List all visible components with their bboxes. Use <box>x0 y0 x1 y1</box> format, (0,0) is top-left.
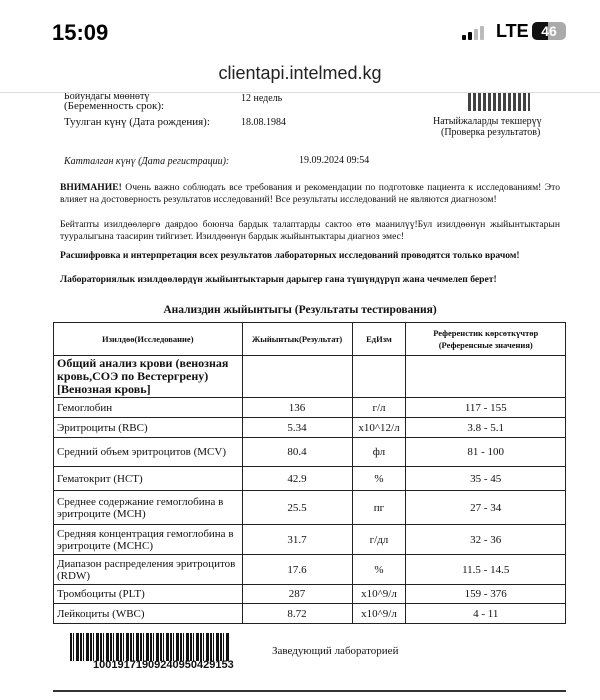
status-bar: 15:09 LTE 46 <box>0 0 600 62</box>
pregnancy-label-ky: Бойундагы мөөнөтү <box>64 93 150 102</box>
notice-ru-text: Очень важно соблюдать все требования и р… <box>60 182 560 205</box>
unit: % <box>351 554 407 585</box>
test-name: Гемоглобин <box>53 397 243 418</box>
unit: г/л <box>351 397 407 418</box>
test-name: Эритроциты (RBC) <box>53 417 243 438</box>
test-name: Тромбоциты (PLT) <box>53 584 243 604</box>
unit: фл <box>351 437 407 467</box>
pregnancy-value: 12 недель <box>241 93 283 104</box>
notice-ru: ВНИМАНИЕ! Очень важно соблюдать все треб… <box>60 182 560 206</box>
test-name: Средняя концентрация гемоглобина в эритр… <box>53 524 243 555</box>
col-reference: Референстик көрсөткүчтөр (Референсные зн… <box>405 322 566 356</box>
test-name: Среднее содержание гемоглобина в эритроц… <box>53 490 243 525</box>
battery-level: 46 <box>541 23 557 39</box>
table-row: Гемоглобин 136 г/л 117 - 155 <box>53 397 566 418</box>
battery-icon: 46 <box>532 22 566 40</box>
reference-range: 81 - 100 <box>405 437 566 467</box>
test-name: Лейкоциты (WBC) <box>53 603 243 624</box>
result-value: 25.5 <box>241 490 353 525</box>
table-row: Эритроциты (RBC) 5.34 x10^12/л 3.8 - 5.1 <box>53 417 566 438</box>
result-value: 287 <box>241 584 353 604</box>
dob-label: Туулган күнү (Дата рождения): <box>64 116 210 128</box>
reference-range: 117 - 155 <box>405 397 566 418</box>
reference-range: 35 - 45 <box>405 466 566 491</box>
pregnancy-label: (Беременность срок): <box>64 100 165 112</box>
clock: 15:09 <box>52 20 109 45</box>
unit: x10^9/л <box>351 584 407 604</box>
signal-icon <box>462 26 484 40</box>
table-row: Тромбоциты (PLT) 287 x10^9/л 159 - 376 <box>53 584 566 604</box>
result-value: 136 <box>241 397 353 418</box>
barcode-number: 10019171909240950429153 <box>93 659 234 671</box>
col-result: Жыйынтык(Результат) <box>241 322 353 356</box>
qr-code[interactable] <box>468 93 530 111</box>
network-type: LTE <box>496 21 529 41</box>
test-name: Средний объем эритроцитов (MCV) <box>53 437 243 467</box>
address-bar[interactable]: clientapi.intelmed.kg <box>218 63 382 83</box>
reference-range: 159 - 376 <box>405 584 566 604</box>
verify-label-ky: Натыйжаларды текшерүү <box>433 116 542 127</box>
test-name: Гематокрит (HCT) <box>53 466 243 491</box>
divider <box>53 690 566 692</box>
barcode <box>70 633 230 661</box>
table-row: Лейкоциты (WBC) 8.72 x10^9/л 4 - 11 <box>53 603 566 624</box>
table-row: Гематокрит (HCT) 42.9% 35 - 45 <box>53 466 566 491</box>
result-value: 8.72 <box>241 603 353 624</box>
unit: x10^12/л <box>351 417 407 438</box>
unit: пг <box>351 490 407 525</box>
results-table: Изилдөө(Исследование) Жыйынтык(Результат… <box>53 322 566 624</box>
registration-label: Катталган күнү (Дата регистрации): <box>64 156 230 167</box>
dob-value: 18.08.1984 <box>241 117 286 128</box>
table-row: Среднее содержание гемоглобина в эритроц… <box>53 490 566 525</box>
reference-range: 4 - 11 <box>405 603 566 624</box>
table-row: Средний объем эритроцитов (MCV) 80.4 фл 81 … <box>53 437 566 467</box>
col-unit: ЕдИзм <box>351 322 407 356</box>
unit: % <box>351 466 407 491</box>
table-header: Изилдөө(Исследование) Жыйынтык(Результат… <box>53 322 566 356</box>
result-value: 80.4 <box>241 437 353 467</box>
signature-label: Заведующий лабораторией <box>272 645 399 657</box>
result-value: 31.7 <box>241 524 353 555</box>
verify-label-ru: (Проверка результатов) <box>441 127 541 138</box>
divider <box>0 92 600 93</box>
table-row: Диапазон распределения эритроцитов (RDW)… <box>53 554 566 585</box>
group-name: Общий анализ крови (венозная кровь,СОЭ п… <box>53 355 243 398</box>
registration-value: 19.09.2024 09:54 <box>299 155 370 166</box>
table-row: Средняя концентрация гемоглобина в эритр… <box>53 524 566 555</box>
reference-range: 3.8 - 5.1 <box>405 417 566 438</box>
result-value: 5.34 <box>241 417 353 438</box>
notice-bold-ky: Лабораториялык изилдөөлөрдүн жыйынтыктар… <box>60 274 497 285</box>
result-value: 42.9 <box>241 466 353 491</box>
notice-ky: Бейтапты изилдөөлөргө даярдоо боюнча бар… <box>60 219 560 242</box>
col-test: Изилдөө(Исследование) <box>53 322 243 356</box>
reference-range: 11.5 - 14.5 <box>405 554 566 585</box>
unit: x10^9/л <box>351 603 407 624</box>
lab-report: Бойундагы мөөнөтү (Беременность срок): 1… <box>0 93 600 700</box>
attention-label: ВНИМАНИЕ! <box>60 182 122 193</box>
notice-bold-ru: Расшифровка и интерпретация всех результ… <box>60 250 520 261</box>
unit: г/дл <box>351 524 407 555</box>
result-value: 17.6 <box>241 554 353 585</box>
reference-range: 32 - 36 <box>405 524 566 555</box>
reference-range: 27 - 34 <box>405 490 566 525</box>
results-title: Анализдин жыйынтыгы (Результаты тестиров… <box>163 304 437 316</box>
group-row: Общий анализ крови (венозная кровь,СОЭ п… <box>53 355 566 398</box>
test-name: Диапазон распределения эритроцитов (RDW) <box>53 554 243 585</box>
